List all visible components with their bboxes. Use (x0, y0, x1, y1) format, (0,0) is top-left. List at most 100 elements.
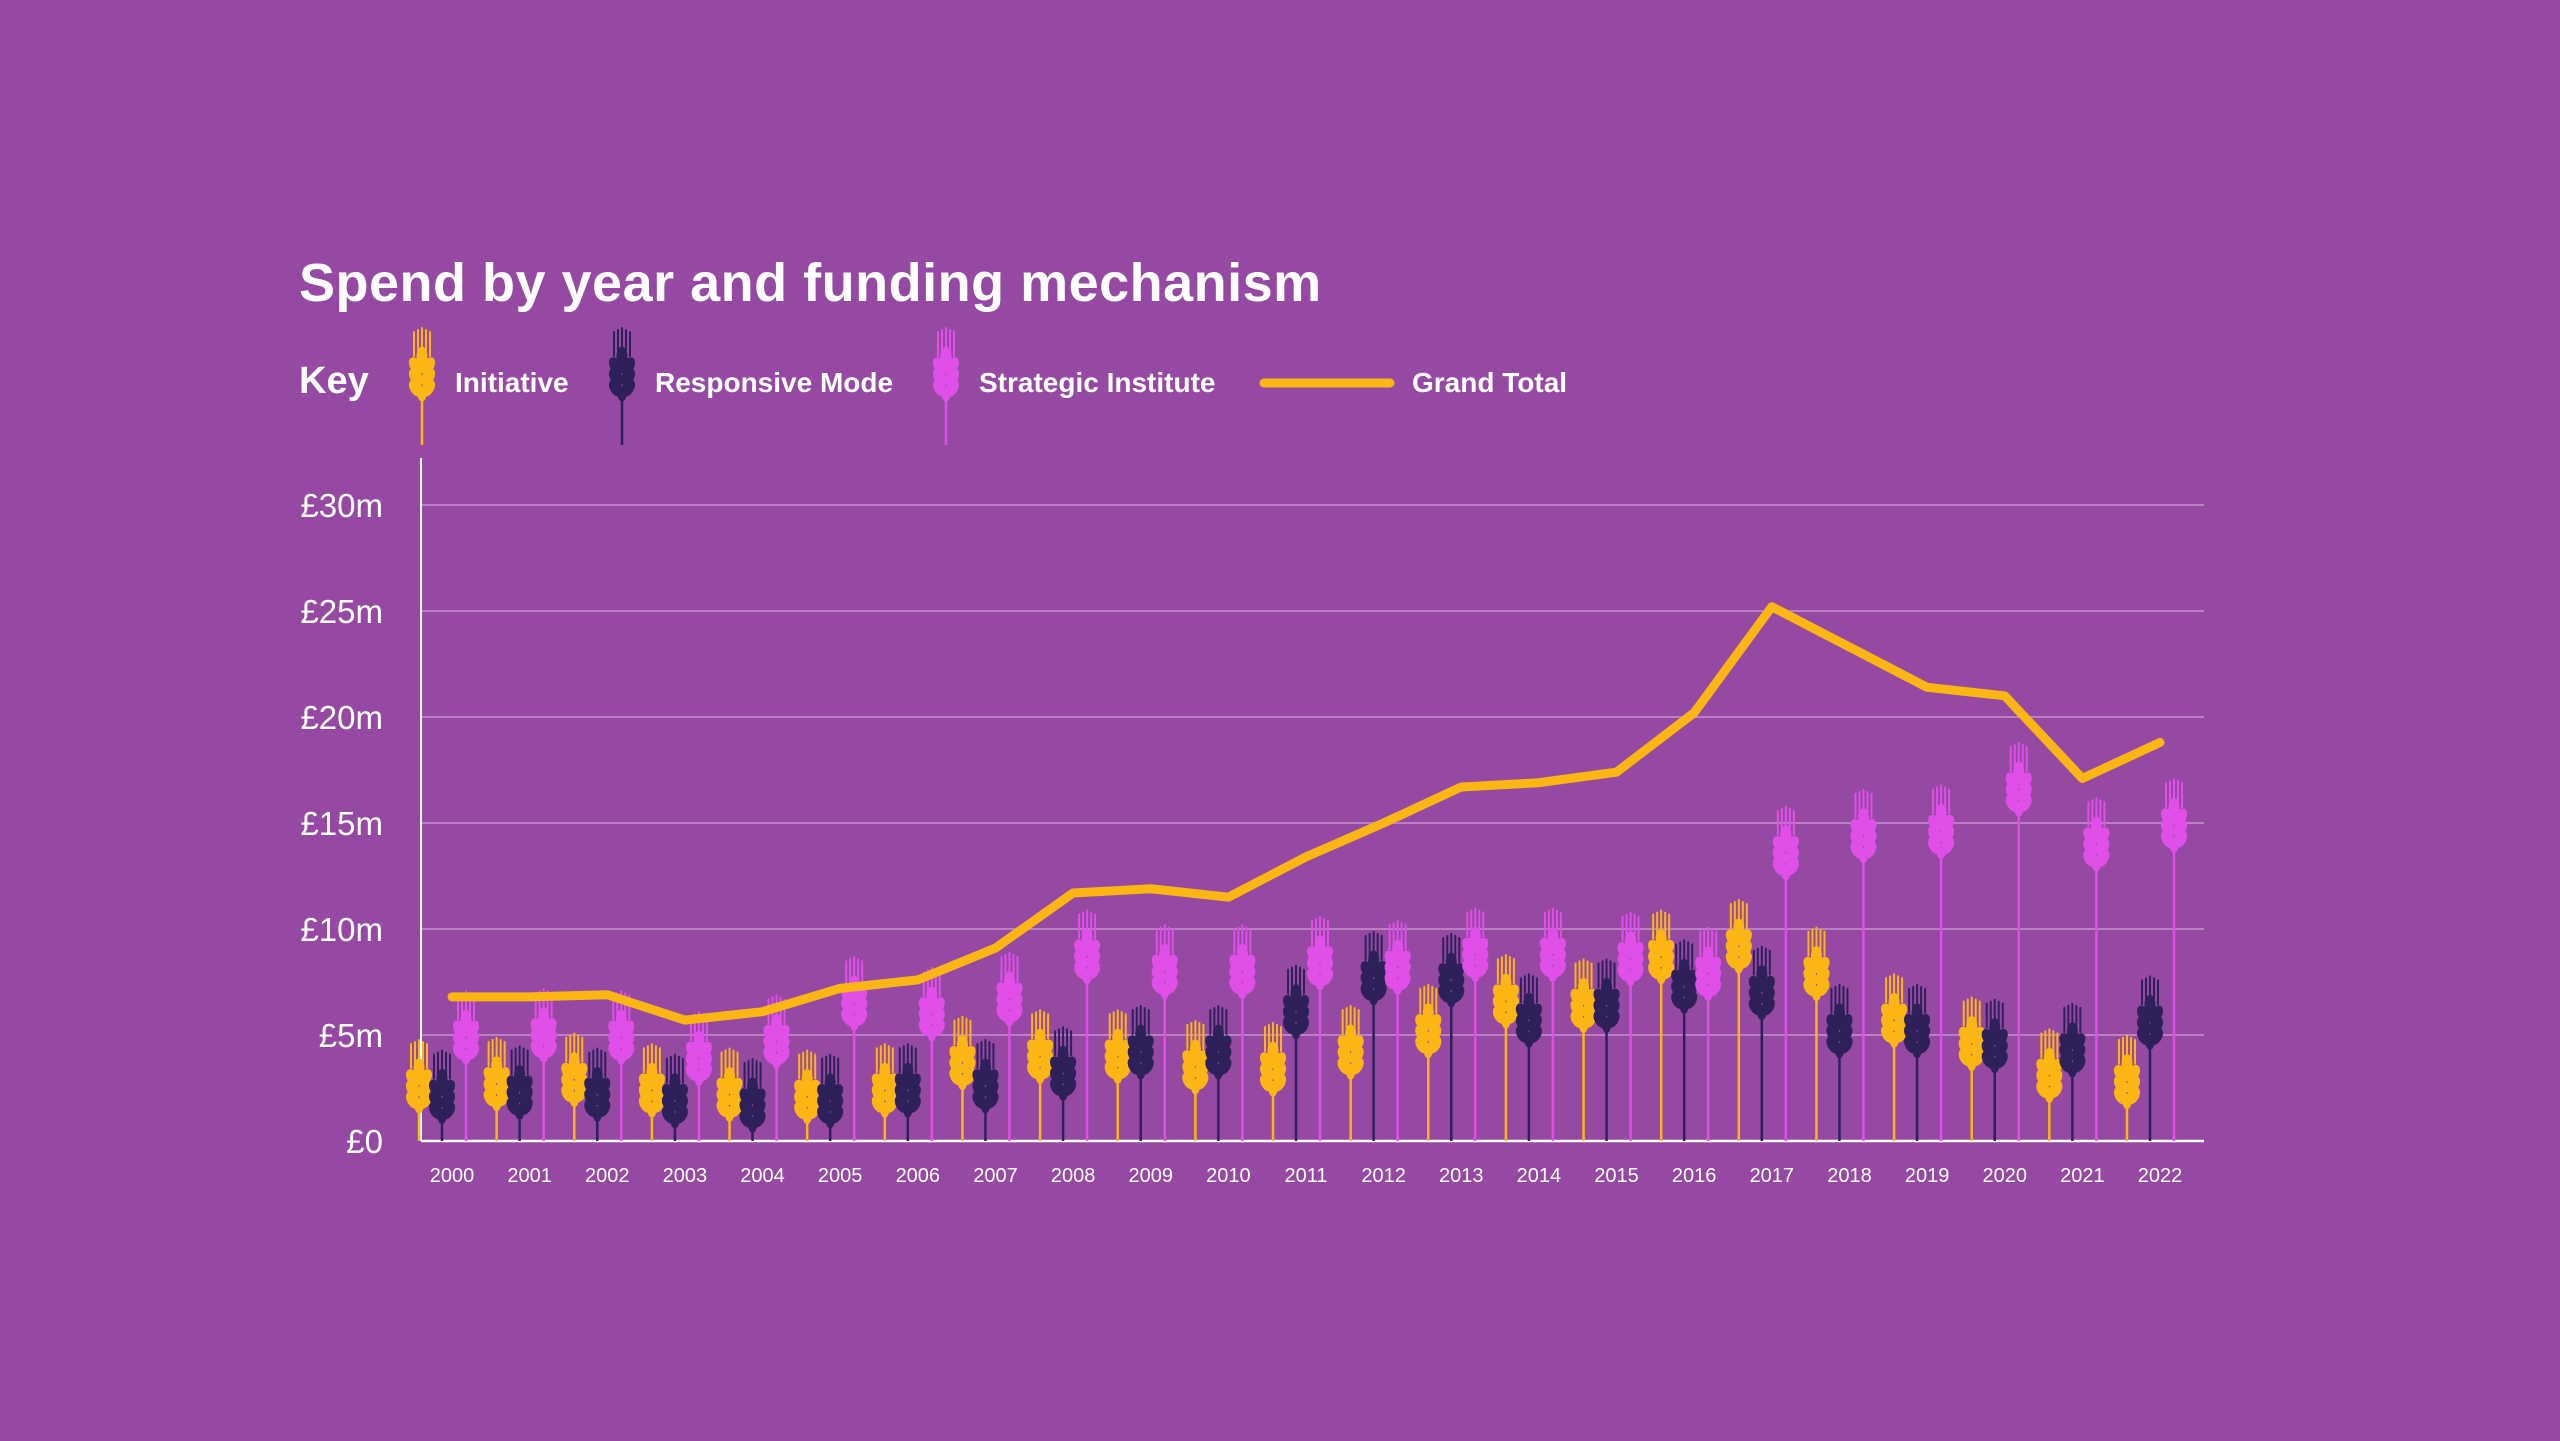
wheat-head-icon (929, 327, 963, 402)
wheat-mark-responsive-mode (891, 1043, 925, 1141)
wheat-mark-responsive-mode (1823, 983, 1856, 1141)
wheat-head-icon (1847, 788, 1880, 864)
y-tick-label: £0 (346, 1123, 383, 1160)
wheat-head-icon (581, 1047, 614, 1123)
wheat-head-icon (1722, 899, 1756, 975)
wheat-head-icon (736, 1058, 769, 1134)
wheat-head-icon (1691, 926, 1725, 1002)
wheat-head-icon (1179, 1019, 1212, 1095)
wheat-head-icon (1124, 1005, 1157, 1081)
chart-title: Spend by year and funding mechanism (299, 253, 1322, 313)
wheat-mark-strategic-institute (1226, 924, 1259, 1141)
x-tick-label: 2004 (740, 1165, 785, 1187)
wheat-mark-responsive-mode (2056, 1002, 2089, 1141)
wheat-mark-responsive-mode (1357, 930, 1390, 1141)
wheat-mark-initiative (1877, 973, 1911, 1141)
wheat-mark-strategic-institute (2157, 778, 2191, 1141)
wheat-head-icon (1900, 983, 1934, 1059)
wheat-head-icon (503, 1045, 536, 1121)
wheat-mark-strategic-institute (2002, 742, 2035, 1141)
wheat-head-icon (2157, 778, 2191, 854)
wheat-head-icon (1279, 964, 1313, 1040)
wheat-mark-strategic-institute (2080, 797, 2113, 1141)
x-tick-label: 2020 (1982, 1165, 2027, 1187)
x-tick-label: 2013 (1439, 1165, 1484, 1187)
wheat-head-icon (635, 1043, 669, 1119)
x-tick-label: 2010 (1206, 1165, 1251, 1187)
wheat-mark-initiative (402, 1038, 436, 1141)
x-tick-label: 2007 (973, 1165, 1018, 1187)
grand-total-line (447, 602, 2165, 1025)
wheat-head-icon (1381, 920, 1414, 996)
legend-item: Responsive Mode (605, 327, 893, 445)
wheat-head-icon (1046, 1026, 1080, 1102)
wheat-mark-initiative (2033, 1028, 2066, 1141)
wheat-mark-strategic-institute (837, 956, 871, 1141)
wheat-mark-strategic-institute (682, 1011, 716, 1141)
wheat-mark-responsive-mode (1124, 1005, 1157, 1141)
legend: Key Initiative Responsive Mode Strategic In… (299, 327, 1567, 445)
wheat-mark-responsive-mode (1046, 1026, 1080, 1141)
legend-wheat-icon (405, 327, 439, 445)
legend-wheat-icon (605, 327, 639, 445)
wheat-head-icon (891, 1043, 925, 1119)
wheat-mark-strategic-institute (1536, 907, 1570, 1141)
wheat-head-icon (713, 1047, 746, 1123)
legend-item: Grand Total (1259, 367, 1567, 398)
wheat-head-icon (1435, 932, 1468, 1008)
wheat-mark-responsive-mode (425, 1049, 459, 1141)
wheat-mark-initiative (558, 1032, 591, 1141)
wheat-mark-initiative (868, 1043, 902, 1141)
wheat-mark-initiative (1722, 899, 1756, 1141)
wheat-head-icon (1202, 1005, 1235, 1081)
wheat-head-icon (1256, 1022, 1290, 1097)
wheat-mark-strategic-institute (993, 952, 1026, 1141)
wheat-mark-strategic-institute (1459, 907, 1492, 1141)
legend-label: Initiative (455, 367, 569, 398)
wheat-head-icon (813, 1053, 847, 1129)
wheat-mark-strategic-institute (1847, 788, 1880, 1141)
legend-title: Key (299, 360, 369, 402)
x-tick-label: 2000 (430, 1165, 475, 1187)
x-tick-label: 2008 (1051, 1165, 1096, 1187)
wheat-mark-responsive-mode (736, 1058, 769, 1141)
y-tick-label: £15m (300, 805, 383, 842)
wheat-mark-responsive-mode (1512, 973, 1546, 1141)
wheat-head-icon (2080, 797, 2113, 873)
wheat-marks (402, 742, 2191, 1141)
wheat-mark-strategic-institute (1381, 920, 1414, 1141)
y-tick-label: £20m (300, 699, 383, 736)
wheat-mark-initiative (1101, 1009, 1134, 1141)
wheat-mark-strategic-institute (1614, 911, 1647, 1141)
x-tick-label: 2001 (507, 1165, 552, 1187)
x-tick-label: 2011 (1284, 1165, 1327, 1187)
wheat-head-icon (402, 1038, 436, 1114)
x-tick-label: 2009 (1128, 1165, 1173, 1187)
y-tick-label: £30m (300, 487, 383, 524)
wheat-mark-strategic-institute (605, 990, 638, 1141)
wheat-mark-responsive-mode (1667, 939, 1701, 1141)
wheat-mark-responsive-mode (2133, 975, 2167, 1141)
wheat-mark-responsive-mode (1279, 964, 1313, 1141)
legend-label: Responsive Mode (655, 367, 893, 398)
x-tick-label: 2019 (1905, 1165, 1950, 1187)
wheat-mark-initiative (1023, 1009, 1057, 1141)
wheat-mark-responsive-mode (1745, 945, 1779, 1141)
wheat-mark-strategic-institute (449, 990, 483, 1141)
wheat-mark-initiative (1567, 958, 1600, 1141)
legend-label: Grand Total (1412, 367, 1567, 398)
wheat-mark-strategic-institute (1924, 784, 1958, 1141)
axes: £0 £5m £10m £15m £20m £25m £30m 2000 2001 2002 200… (300, 458, 2204, 1187)
wheat-mark-initiative (635, 1043, 669, 1141)
wheat-head-icon (1101, 1009, 1134, 1085)
x-tick-label: 2005 (818, 1165, 863, 1187)
wheat-head-icon (1226, 924, 1259, 1000)
x-tick-label: 2021 (2060, 1165, 2105, 1187)
wheat-head-icon (1769, 805, 1803, 881)
x-tick-label: 2016 (1672, 1165, 1717, 1187)
wheat-head-icon (2110, 1034, 2144, 1110)
wheat-mark-strategic-institute (1070, 909, 1104, 1141)
wheat-mark-strategic-institute (1691, 926, 1725, 1141)
